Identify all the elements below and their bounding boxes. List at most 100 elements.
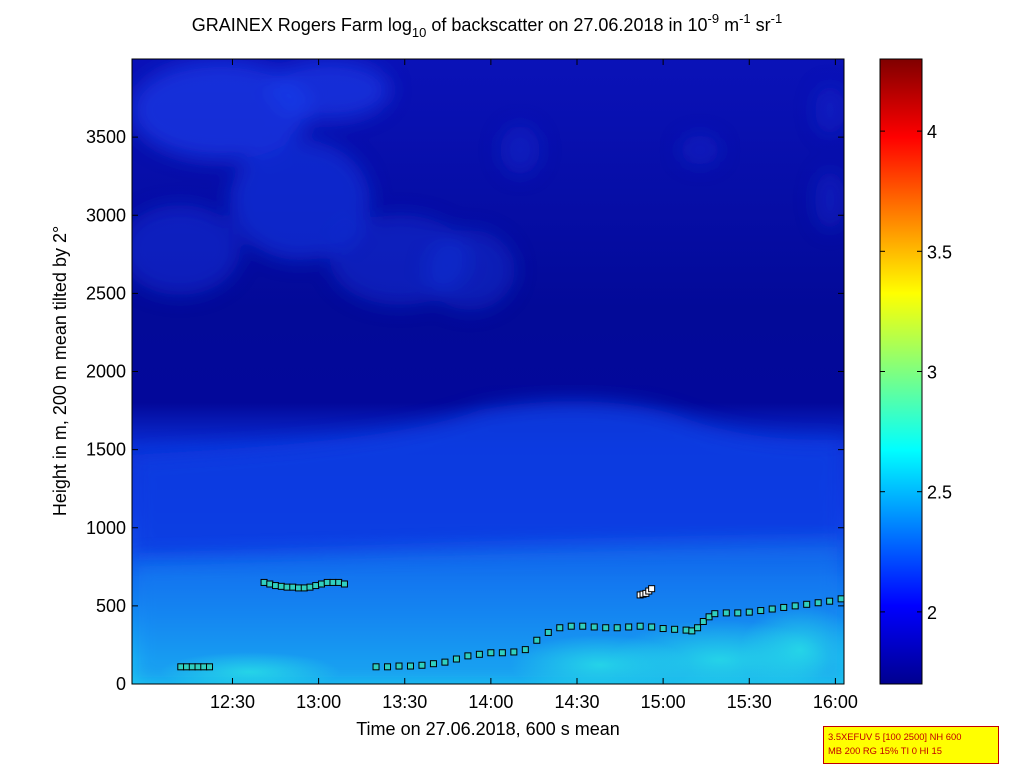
boundary-marker: [521, 646, 529, 654]
boundary-marker: [814, 599, 822, 607]
colorbar-ticks: 2 2.5 3 3.5 4: [880, 122, 952, 623]
y-tick-label: 500: [96, 596, 126, 616]
boundary-marker: [289, 583, 297, 591]
chart-title: GRAINEX Rogers Farm log10 of backscatter…: [192, 11, 782, 40]
boundary-marker: [177, 663, 185, 671]
y-tick-label: 3000: [86, 205, 126, 225]
colorbar-gradient: [879, 58, 923, 685]
boundary-layer-markers: [177, 578, 844, 671]
boundary-marker: [648, 623, 656, 631]
boundary-marker: [826, 597, 834, 605]
boundary-marker: [837, 595, 844, 603]
boundary-marker: [429, 660, 437, 668]
boundary-marker: [688, 627, 696, 635]
x-tick-label: 13:00: [296, 692, 341, 712]
boundary-layer-band: [132, 401, 844, 560]
surface-blob: [160, 652, 340, 684]
boundary-marker: [317, 580, 325, 588]
boundary-marker: [183, 663, 191, 671]
x-tick-label: 13:30: [382, 692, 427, 712]
boundary-marker: [533, 636, 541, 644]
y-axis-label: Height in m, 200 m mean tilted by 2°: [50, 226, 70, 516]
boundary-marker: [705, 613, 713, 621]
boundary-marker: [745, 608, 753, 616]
boundary-marker: [694, 624, 702, 632]
heatmap-area: [132, 59, 844, 684]
boundary-marker: [556, 624, 564, 632]
boundary-marker: [206, 663, 214, 671]
boundary-marker: [791, 602, 799, 610]
boundary-marker: [803, 600, 811, 608]
boundary-marker: [200, 663, 208, 671]
boundary-marker: [768, 605, 776, 613]
boundary-marker: [406, 662, 414, 670]
surface-blob: [740, 605, 844, 684]
boundary-marker: [188, 663, 196, 671]
boundary-marker: [300, 584, 308, 592]
boundary-marker: [464, 652, 472, 660]
x-tick-label: 15:00: [641, 692, 686, 712]
boundary-marker: [323, 578, 331, 586]
boundary-marker: [418, 661, 426, 669]
info-line-1: 3.5XEFUV 5 [100 2500] NH 600: [828, 731, 962, 742]
boundary-marker: [659, 625, 667, 633]
x-tick-label: 14:00: [468, 692, 513, 712]
boundary-marker: [384, 663, 392, 671]
x-axis: 12:30 13:00 13:30 14:00 14:30 15:00 15:30 16:00: [210, 59, 858, 712]
boundary-marker: [312, 582, 320, 590]
boundary-marker: [283, 583, 291, 591]
boundary-marker: [272, 582, 280, 590]
boundary-marker: [372, 663, 380, 671]
boundary-marker: [579, 622, 587, 630]
y-tick-label: 2500: [86, 283, 126, 303]
boundary-marker: [260, 578, 268, 586]
y-tick-label: 3500: [86, 127, 126, 147]
boundary-marker: [340, 580, 348, 588]
y-tick-label: 1000: [86, 518, 126, 538]
boundary-marker: [757, 607, 765, 615]
y-tick-label: 0: [116, 674, 126, 694]
boundary-marker: [682, 626, 690, 634]
boundary-marker: [567, 622, 575, 630]
boundary-marker: [194, 663, 202, 671]
boundary-marker: [613, 624, 621, 632]
boundary-marker: [636, 622, 644, 630]
boundary-marker: [306, 583, 314, 591]
info-line-2: MB 200 RG 15% TI 0 HI 15: [828, 745, 942, 756]
boundary-marker: [266, 580, 274, 588]
y-tick-label: 1500: [86, 440, 126, 460]
boundary-marker: [441, 658, 449, 666]
x-axis-label: Time on 27.06.2018, 600 s mean: [356, 719, 620, 739]
boundary-marker: [625, 623, 633, 631]
processing-info-box: 3.5XEFUV 5 [100 2500] NH 600 MB 200 RG 1…: [823, 726, 999, 764]
outlier-marker: [648, 585, 656, 593]
y-axis: 0 500 1000 1500 2000 2500 3000 3500: [86, 127, 844, 694]
boundary-marker: [475, 650, 483, 658]
boundary-marker: [699, 618, 707, 625]
colorbar-tick-label: 2: [927, 603, 937, 623]
boundary-marker: [295, 584, 303, 592]
upper-turbulence: [132, 60, 844, 310]
boundary-marker: [722, 609, 730, 617]
x-tick-label: 16:00: [813, 692, 858, 712]
surface-blob: [510, 635, 690, 684]
colorbar-tick-label: 3.5: [927, 242, 952, 262]
x-tick-label: 12:30: [210, 692, 255, 712]
boundary-marker: [452, 655, 460, 663]
colorbar-tick-label: 3: [927, 363, 937, 383]
boundary-marker: [277, 582, 285, 590]
colorbar: 2 2.5 3 3.5 4: [879, 58, 952, 685]
x-tick-label: 15:30: [727, 692, 772, 712]
boundary-marker: [671, 625, 679, 633]
boundary-marker: [335, 578, 343, 586]
boundary-marker: [510, 648, 518, 656]
boundary-marker: [498, 649, 506, 657]
colorbar-tick-label: 4: [927, 122, 937, 142]
boundary-marker: [780, 603, 788, 611]
boundary-marker: [602, 624, 610, 632]
boundary-marker: [544, 628, 552, 636]
boundary-marker: [487, 649, 495, 657]
y-tick-label: 2000: [86, 362, 126, 382]
colorbar-tick-label: 2.5: [927, 483, 952, 503]
